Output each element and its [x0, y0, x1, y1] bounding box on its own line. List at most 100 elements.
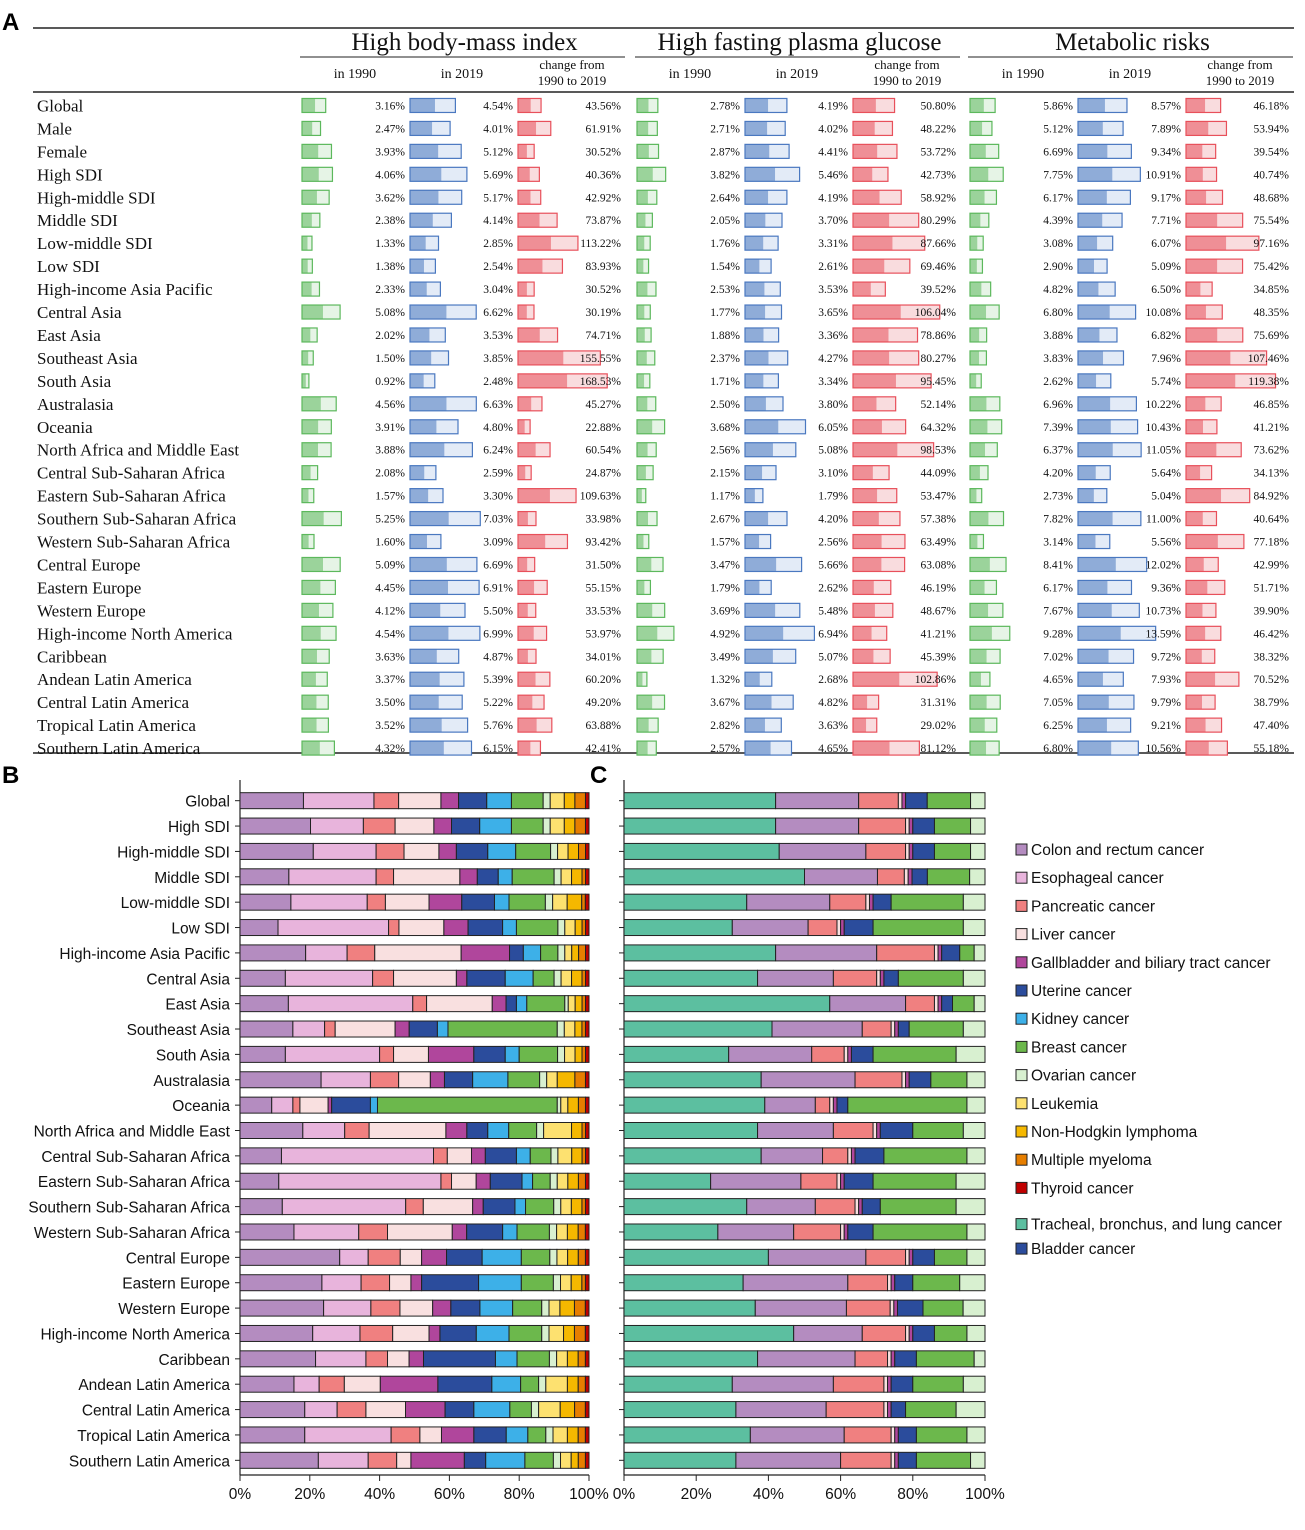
- bar-segment: [451, 1172, 477, 1190]
- bar-segment: [897, 969, 964, 987]
- table-cell-bar-fill: [302, 488, 309, 503]
- table-cell-bar-fill: [853, 442, 898, 457]
- category-label: Global: [185, 794, 230, 811]
- table-cell-bar-fill: [1078, 167, 1113, 182]
- bar-segment: [375, 868, 395, 886]
- bar-segment: [814, 1096, 831, 1114]
- table-cell-value: 168.53%: [580, 376, 622, 388]
- table-cell-bar-fill: [745, 672, 760, 687]
- bar-segment: [584, 1451, 590, 1469]
- table-cell-value: 9.21%: [1151, 720, 1181, 732]
- legend-label: Liver cancer: [1031, 927, 1115, 944]
- bar-segment: [343, 1375, 381, 1393]
- bar-segment: [962, 919, 986, 937]
- bar-segment: [955, 1198, 986, 1216]
- table-cell-bar-fill: [853, 718, 867, 733]
- table-cell-bar-fill: [1078, 695, 1109, 710]
- table-cell-bar-fill: [518, 419, 525, 434]
- table-cell-value: 2.02%: [375, 330, 405, 342]
- bar-segment: [584, 1172, 590, 1190]
- bar-segment: [557, 944, 566, 962]
- table-cell-value: 4.82%: [818, 697, 848, 709]
- bar-segment: [466, 969, 506, 987]
- table-cell-value: 64.32%: [921, 422, 957, 434]
- table-cell-bar-fill: [1078, 741, 1112, 756]
- table-row-label: Western Sub-Saharan Africa: [37, 533, 231, 552]
- table-cell-bar-fill: [1186, 649, 1202, 664]
- table-cell-bar-fill: [853, 419, 882, 434]
- table-cell-bar-fill: [745, 396, 766, 411]
- bar-segment: [563, 1324, 575, 1342]
- bar-segment: [543, 1122, 573, 1139]
- table-cell-bar-fill: [745, 167, 776, 182]
- bar-segment: [560, 1198, 572, 1216]
- bar-segment: [504, 969, 534, 987]
- bar-segment: [836, 1096, 849, 1114]
- table-cell-value: 48.22%: [921, 123, 957, 135]
- table-cell-value: 5.66%: [818, 559, 848, 571]
- bar-segment: [970, 1451, 986, 1469]
- legend-label: Leukemia: [1031, 1096, 1099, 1113]
- bar-segment: [536, 1122, 545, 1139]
- bar-segment: [585, 1122, 590, 1139]
- category-label: Southern Latin America: [69, 1453, 231, 1470]
- bar-segment: [933, 944, 939, 962]
- table-cell-value: 5.86%: [1043, 100, 1073, 112]
- table-cell-value: 10.43%: [1146, 422, 1182, 434]
- table-cell-value: 4.02%: [818, 123, 848, 135]
- table-cell-bar-fill: [518, 488, 550, 503]
- table-cell-value: 39.90%: [1254, 605, 1290, 617]
- bar-segment: [396, 1451, 412, 1469]
- bar-segment: [585, 1147, 590, 1165]
- bar-segment: [901, 792, 907, 810]
- bar-segment: [584, 1350, 590, 1368]
- bar-segment: [549, 792, 565, 810]
- bar-segment: [883, 1375, 889, 1393]
- bar-segment: [771, 1020, 863, 1038]
- table-cell-bar-fill: [1078, 236, 1098, 251]
- table-cell-bar-fill: [1078, 350, 1104, 365]
- table-cell-value: 7.03%: [483, 514, 513, 526]
- table-cell-bar-fill: [410, 98, 435, 113]
- bar-segment: [623, 1375, 733, 1393]
- bar-segment: [281, 1198, 407, 1216]
- bar-segment: [905, 792, 928, 810]
- table-cell-bar-fill: [1078, 282, 1099, 297]
- table-cell-value: 4.32%: [375, 743, 405, 755]
- table-cell-value: 98.53%: [921, 445, 957, 457]
- bar-segment: [529, 1147, 552, 1165]
- bar-segment: [845, 1299, 891, 1317]
- legend-label: Esophageal cancer: [1031, 870, 1164, 887]
- table-cell-bar-fill: [1186, 396, 1206, 411]
- bar-segment: [239, 1071, 322, 1089]
- table-row-label: High-middle SDI: [37, 188, 156, 207]
- bar-segment: [623, 1248, 769, 1266]
- bar-segment: [955, 1401, 986, 1419]
- table-cell-value: 6.05%: [818, 422, 848, 434]
- table-cell-bar-fill: [970, 649, 987, 664]
- table-cell-value: 4.14%: [483, 215, 513, 227]
- bar-segment: [865, 842, 907, 860]
- bar-segment: [854, 1350, 889, 1368]
- bar-segment: [446, 1248, 483, 1266]
- table-cell-value: 5.69%: [483, 169, 513, 181]
- table-cell-value: 6.82%: [1151, 330, 1181, 342]
- bar-segment: [384, 893, 430, 911]
- table-cell-value: 3.82%: [710, 169, 740, 181]
- table-cell-bar-fill: [1186, 511, 1203, 526]
- table-cell-value: 6.37%: [1043, 445, 1073, 457]
- legend-swatch: [1015, 1040, 1028, 1053]
- bar-segment: [476, 868, 499, 886]
- bar-segment: [398, 919, 445, 937]
- category-label: Central Asia: [146, 971, 230, 988]
- table-cell-bar-fill: [518, 305, 527, 320]
- table-cell-bar-fill: [1078, 465, 1096, 480]
- table-cell-value: 97.16%: [1254, 238, 1290, 250]
- table-cell-value: 2.82%: [710, 720, 740, 732]
- bar-segment: [563, 792, 576, 810]
- table-cell-value: 5.25%: [375, 514, 405, 526]
- bar-segment: [623, 792, 777, 810]
- table-cell-bar-fill: [1186, 236, 1227, 251]
- table-cell-value: 3.37%: [375, 674, 405, 686]
- table-cell-bar-fill: [853, 213, 890, 228]
